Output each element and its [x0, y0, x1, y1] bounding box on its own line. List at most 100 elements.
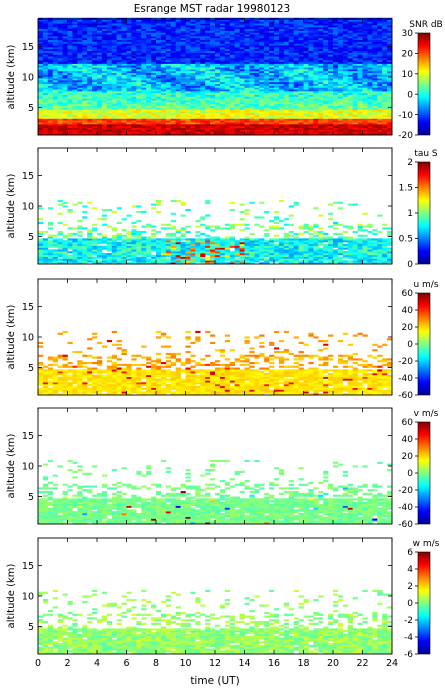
heatmap-cell	[151, 61, 157, 64]
heatmap-cell	[244, 65, 250, 68]
heatmap-cell	[219, 89, 226, 92]
heatmap-cell	[387, 124, 393, 127]
heatmap-cell	[190, 34, 196, 37]
heatmap-cell	[352, 50, 358, 53]
heatmap-cell	[303, 48, 309, 52]
heatmap-cell	[259, 94, 265, 97]
heatmap-cell	[293, 113, 299, 116]
heatmap-cell	[175, 80, 181, 83]
heatmap-cell	[121, 65, 127, 68]
heatmap-cell	[131, 80, 137, 83]
heatmap-cell	[57, 111, 63, 114]
heatmap-cell	[215, 92, 221, 95]
heatmap-cell	[151, 83, 157, 86]
heatmap-cell	[210, 56, 216, 59]
heatmap-cell	[116, 109, 122, 112]
heatmap-cell	[244, 85, 250, 88]
heatmap-cell	[367, 103, 373, 106]
heatmap-cell	[146, 116, 152, 119]
heatmap-cell	[288, 98, 294, 101]
heatmap-cell	[362, 87, 368, 90]
heatmap-cell	[57, 56, 63, 59]
heatmap-cell	[382, 118, 388, 121]
heatmap-cell	[87, 65, 93, 68]
heatmap-cell	[62, 26, 68, 30]
heatmap-cell	[126, 63, 132, 66]
heatmap-cell	[215, 98, 221, 101]
heatmap-cell	[97, 39, 103, 42]
heatmap-cell	[101, 23, 108, 26]
heatmap-cell	[62, 253, 68, 256]
heatmap-cell	[52, 262, 58, 265]
heatmap-cell	[97, 21, 103, 24]
heatmap-cell	[352, 89, 358, 92]
heatmap-cell	[372, 78, 378, 81]
heatmap-cell	[101, 83, 108, 86]
heatmap-cell	[333, 107, 339, 110]
heatmap-cell	[97, 242, 103, 245]
heatmap-cell	[52, 52, 58, 55]
heatmap-cell	[288, 129, 294, 132]
heatmap-cell	[352, 47, 358, 50]
heatmap-cell	[87, 39, 93, 42]
heatmap-cell	[82, 243, 88, 246]
heatmap-cell	[136, 69, 142, 72]
heatmap-cell	[47, 242, 54, 245]
heatmap-cell	[126, 105, 132, 108]
heatmap-cell	[264, 91, 270, 94]
heatmap-cell	[87, 78, 93, 81]
heatmap-cell	[77, 114, 83, 117]
heatmap-cell	[116, 116, 122, 119]
heatmap-cell	[303, 30, 309, 33]
heatmap-cell	[131, 41, 137, 44]
heatmap-cell	[146, 41, 152, 44]
heatmap-cell	[229, 98, 235, 101]
heatmap-cell	[254, 69, 260, 72]
heatmap-cell	[387, 78, 393, 81]
heatmap-cell	[62, 234, 68, 237]
heatmap-cell	[165, 129, 172, 132]
heatmap-cell	[259, 96, 265, 99]
heatmap-cell	[126, 39, 132, 42]
heatmap-cell	[87, 59, 93, 63]
heatmap-cell	[146, 87, 152, 90]
heatmap-cell	[372, 19, 378, 22]
heatmap-cell	[67, 254, 73, 257]
heatmap-cell	[42, 74, 49, 77]
heatmap-cell	[205, 61, 211, 64]
heatmap-cell	[82, 85, 88, 88]
heatmap-cell	[219, 34, 226, 37]
heatmap-cell	[136, 26, 142, 30]
heatmap-cell	[57, 26, 63, 30]
heatmap-cell	[367, 85, 373, 88]
heatmap-cell	[92, 78, 98, 81]
heatmap-cell	[200, 28, 206, 31]
heatmap-cell	[106, 58, 113, 61]
heatmap-cell	[126, 34, 132, 37]
heatmap-cell	[367, 80, 373, 83]
heatmap-cell	[224, 63, 231, 66]
heatmap-cell	[131, 21, 137, 24]
heatmap-cell	[283, 28, 290, 31]
heatmap-cell	[195, 65, 201, 68]
heatmap-cell	[352, 43, 358, 46]
heatmap-cell	[180, 34, 186, 37]
heatmap-cell	[195, 125, 201, 128]
heatmap-cell	[52, 240, 58, 243]
heatmap-cell	[160, 43, 167, 46]
heatmap-cell	[362, 98, 368, 101]
heatmap-cell	[126, 50, 132, 53]
heatmap-cell	[264, 87, 270, 90]
heatmap-cell	[62, 98, 68, 101]
heatmap-cell	[62, 96, 68, 99]
heatmap-cell	[156, 78, 162, 81]
heatmap-cell	[313, 61, 319, 64]
heatmap-cell	[156, 80, 162, 83]
heatmap-cell	[347, 39, 353, 42]
heatmap-cell	[106, 240, 113, 243]
heatmap-cell	[337, 45, 344, 48]
heatmap-cell	[362, 28, 368, 31]
heatmap-cell	[323, 37, 329, 41]
heatmap-cell	[313, 26, 319, 30]
